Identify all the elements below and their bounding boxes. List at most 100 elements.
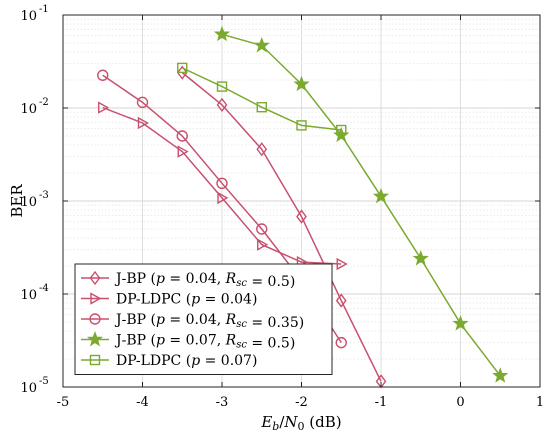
tick-labels: -5 -4 -3 -2 -1 0 110-510-410-310-210-1: [20, 4, 544, 410]
y-tick-exponent: -3: [39, 190, 49, 201]
marker-triangle-right: [90, 292, 102, 305]
marker-diamond: [176, 65, 188, 80]
marker-circle: [256, 223, 268, 235]
x-tick-label: 0: [456, 395, 464, 410]
marker-star: [452, 315, 469, 331]
x-tick-label: -2: [295, 395, 308, 410]
x-axis-label-part: E: [260, 413, 272, 431]
marker-circle: [136, 96, 149, 109]
x-axis-label-part: /: [279, 413, 285, 431]
axis-labels: Eb/N0 (dB) BER: [8, 184, 342, 433]
marker-triangle-right: [137, 116, 149, 130]
y-tick-exponent: -4: [39, 283, 49, 294]
legend-label-part: = 0.04): [200, 292, 257, 308]
legend-label-part: = 0.35): [247, 315, 304, 331]
legend-item: J-BP (p = 0.07, Rsc = 0.5): [81, 330, 295, 352]
marker-star: [412, 250, 429, 266]
x-axis-label-part: N: [283, 413, 298, 431]
y-tick-label: 10: [20, 195, 37, 210]
marker-star: [253, 36, 270, 53]
marker-diamond: [296, 209, 307, 224]
marker-diamond: [89, 270, 101, 286]
legend-label-part: p: [191, 353, 200, 369]
marker-square: [296, 120, 307, 131]
marker-circle: [335, 336, 347, 349]
marker-diamond: [216, 97, 228, 113]
x-axis-label-part: b: [272, 420, 279, 433]
legend: J-BP (p = 0.04, Rsc = 0.5)DP-LDPC (p = 0…: [74, 263, 333, 375]
legend-label: J-BP (p = 0.04, Rsc = 0.5): [114, 271, 295, 290]
y-tick-label: 10: [20, 102, 37, 117]
series-5: [177, 62, 347, 136]
y-tick-exponent: -1: [39, 4, 49, 15]
x-axis-label-part: 0: [298, 420, 305, 433]
marker-triangle-right: [98, 101, 110, 114]
legend-label-part: = 0.04,: [165, 312, 226, 328]
legend-item: DP-LDPC (p = 0.07): [81, 353, 257, 369]
legend-label-part: p: [156, 333, 165, 349]
legend-label-part: sc: [236, 340, 247, 351]
x-tick-label: -3: [216, 395, 229, 410]
x-tick-label: -4: [136, 395, 149, 410]
legend-label-part: DP-LDPC (: [116, 353, 191, 369]
legend-label-part: p: [156, 271, 165, 287]
marker-star: [293, 75, 310, 92]
legend-label-part: R: [225, 271, 237, 287]
series-layer: [97, 25, 509, 389]
marker-diamond: [256, 142, 268, 157]
series-2: [98, 101, 348, 271]
x-axis-label-part: (dB): [305, 413, 342, 431]
marker-diamond: [335, 293, 347, 308]
y-tick-exponent: -5: [39, 376, 49, 387]
marker-star: [492, 367, 509, 383]
series-line: [181, 67, 342, 131]
series-line: [102, 106, 342, 265]
legend-label-part: = 0.07,: [165, 333, 226, 349]
legend-label-part: p: [191, 292, 200, 308]
legend-label-part: sc: [236, 278, 247, 289]
marker-triangle-right: [257, 238, 269, 251]
legend-label-part: = 0.07): [200, 353, 257, 369]
marker-square: [336, 124, 347, 136]
y-tick-label: 10: [20, 381, 37, 396]
legend-label-part: = 0.5): [247, 336, 295, 352]
legend-label-part: R: [225, 312, 237, 328]
legend-label-part: sc: [236, 319, 247, 330]
legend-label-part: = 0.04,: [165, 271, 226, 287]
legend-item: J-BP (p = 0.04, Rsc = 0.5): [81, 270, 295, 290]
marker-circle: [216, 177, 228, 189]
legend-label-part: R: [225, 333, 237, 349]
y-tick-label: 10: [20, 288, 37, 303]
y-tick-exponent: -2: [39, 97, 49, 108]
series-1: [176, 65, 387, 389]
marker-circle: [89, 313, 101, 325]
legend-item: DP-LDPC (p = 0.04): [81, 292, 257, 308]
marker-star: [86, 330, 104, 347]
legend-label: J-BP (p = 0.04, Rsc = 0.35): [114, 312, 304, 331]
legend-label-part: p: [156, 312, 165, 328]
legend-label: J-BP (p = 0.07, Rsc = 0.5): [114, 333, 295, 352]
x-tick-label: 1: [536, 395, 544, 410]
tick-marks: [62, 14, 541, 388]
legend-label-part: J-BP (: [114, 312, 156, 328]
marker-star: [372, 187, 390, 204]
legend-label: DP-LDPC (p = 0.07): [116, 353, 257, 369]
series-line: [221, 33, 501, 377]
x-tick-label: -5: [57, 395, 70, 410]
legend-label-part: DP-LDPC (: [116, 292, 191, 308]
legend-item: J-BP (p = 0.04, Rsc = 0.35): [81, 312, 304, 331]
x-axis-label: Eb/N0 (dB): [260, 413, 341, 433]
y-axis-label: BER: [8, 184, 26, 218]
marker-triangle-right: [177, 145, 189, 158]
legend-box: [74, 263, 333, 375]
marker-triangle-right: [217, 191, 229, 205]
marker-circle: [97, 69, 109, 81]
marker-square: [216, 81, 228, 92]
legend-label-part: = 0.5): [247, 274, 295, 290]
marker-star: [213, 25, 231, 42]
legend-label: DP-LDPC (p = 0.04): [116, 292, 257, 308]
x-tick-label: -1: [375, 395, 388, 410]
marker-triangle-right: [336, 257, 348, 271]
